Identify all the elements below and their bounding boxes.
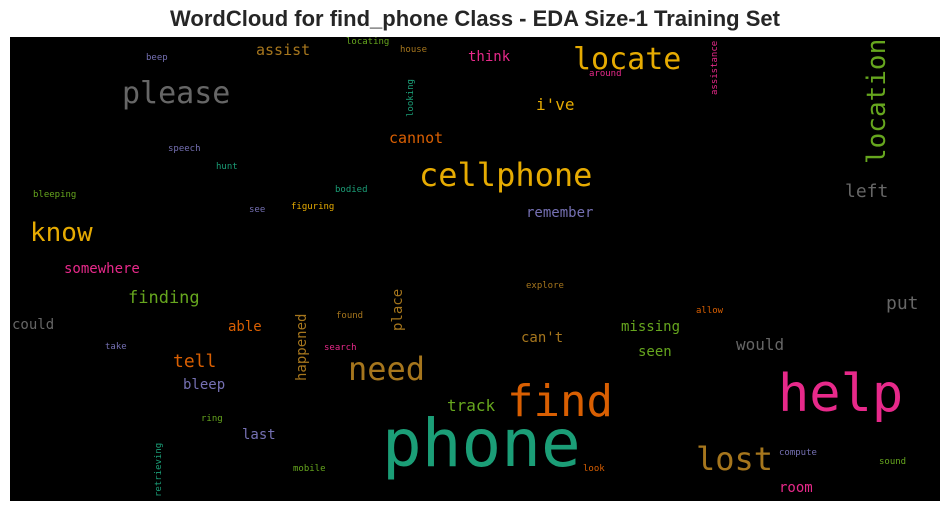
word-missing: missing — [621, 319, 681, 335]
word-see: see — [249, 205, 266, 215]
word-please: please — [122, 76, 231, 111]
word-sound: sound — [879, 457, 907, 467]
word-locating: locating — [346, 37, 390, 47]
word-ring: ring — [201, 414, 223, 424]
word-left: left — [845, 181, 889, 202]
word-tell: tell — [173, 351, 217, 372]
word-look: look — [583, 464, 605, 474]
word-lost: lost — [696, 440, 774, 478]
word-speech: speech — [168, 144, 201, 154]
word-track: track — [447, 396, 496, 415]
word-explore: explore — [526, 281, 564, 291]
word-could: could — [12, 317, 55, 333]
word-bleeping: bleeping — [33, 190, 77, 200]
word-compute: compute — [779, 448, 817, 458]
word-finding: finding — [128, 288, 200, 308]
word-figuring: figuring — [291, 202, 335, 212]
word-search: search — [324, 343, 357, 353]
word-take: take — [105, 342, 127, 352]
word-cellphone: cellphone — [419, 156, 593, 194]
word-found: found — [336, 311, 364, 321]
word-seen: seen — [638, 344, 672, 360]
word-retrieving: retrieving — [154, 442, 164, 497]
word-cant: can't — [521, 330, 564, 346]
figure-title: WordCloud for find_phone Class - EDA Siz… — [170, 6, 780, 31]
word-assistance: assistance — [710, 40, 720, 95]
word-locate: locate — [573, 42, 682, 77]
word-place: place — [390, 288, 406, 331]
word-cannot: cannot — [389, 129, 444, 147]
word-happened: happened — [294, 313, 310, 381]
word-would: would — [736, 335, 785, 354]
word-looking: looking — [406, 79, 416, 117]
word-allow: allow — [696, 306, 724, 316]
word-know: know — [30, 218, 93, 248]
word-ive: i've — [536, 95, 575, 114]
word-cloud-canvas: phone help find cellphone locate please … — [10, 37, 940, 501]
word-able: able — [228, 319, 262, 335]
word-find: find — [507, 376, 613, 427]
word-beep: beep — [146, 53, 168, 63]
word-put: put — [886, 293, 919, 314]
word-need: need — [348, 350, 426, 388]
word-last: last — [242, 427, 276, 443]
word-help: help — [778, 364, 904, 424]
word-mobile: mobile — [293, 464, 326, 474]
word-around: around — [589, 69, 622, 79]
word-bodied: bodied — [335, 185, 368, 195]
word-think: think — [468, 49, 511, 65]
word-room: room — [779, 480, 813, 496]
word-remember: remember — [526, 205, 594, 221]
word-location[interactable]: location — [862, 38, 892, 164]
word-phone: phone — [382, 405, 581, 482]
word-assist: assist — [256, 41, 311, 59]
word-bleep: bleep — [183, 377, 226, 393]
word-hunt: hunt — [216, 162, 238, 172]
word-house: house — [400, 45, 428, 55]
word-somewhere: somewhere — [64, 261, 140, 277]
